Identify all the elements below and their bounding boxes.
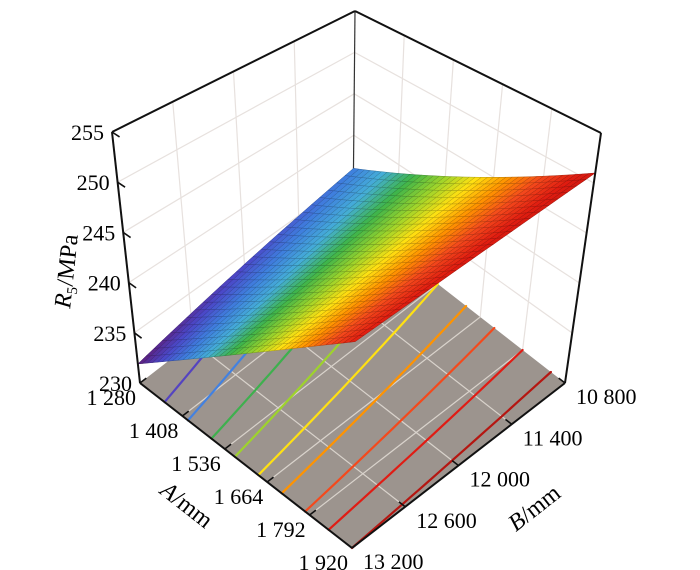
y-tick: [345, 542, 353, 549]
z-axis-line: [111, 131, 141, 384]
x-tick: [351, 542, 359, 549]
axis-ticks: [111, 131, 566, 549]
z-tick: [128, 281, 137, 289]
y-tick-label: 10 800: [576, 384, 637, 409]
contour-line-250: [350, 370, 552, 550]
surface-mesh: [137, 168, 597, 365]
floor-grid-y: [192, 341, 406, 508]
left-wall-grid-h: [122, 93, 355, 233]
x-tick: [181, 410, 190, 417]
y-tick-label: 12 600: [416, 508, 477, 533]
z-tick-label: 255: [71, 120, 104, 145]
x-tick-label: 1 408: [129, 418, 179, 443]
z-tick-label: 230: [99, 371, 132, 396]
surface-cell: [349, 334, 365, 343]
contour-line-244: [280, 304, 468, 495]
x-axis-line: [139, 382, 353, 549]
right-wall-grid-h: [354, 51, 595, 184]
y-tick-label: 12 000: [470, 467, 531, 492]
x-tick-label: 1 536: [171, 451, 221, 476]
z-axis-title: R5/MPa: [50, 233, 87, 311]
x-tick-label: 1 792: [256, 517, 306, 542]
top-left-edge: [111, 10, 356, 133]
contour-line-246: [304, 326, 496, 513]
x-tick: [224, 443, 232, 450]
right-vertical-edge: [564, 132, 602, 384]
y-tick: [558, 377, 566, 384]
contour-line-242: [257, 282, 439, 477]
y-tick-label: 13 200: [363, 549, 424, 570]
z-tick: [133, 332, 143, 339]
y-tick: [451, 459, 459, 467]
x-tick-label: 1 280: [87, 385, 137, 410]
z-tick-label: 240: [88, 271, 121, 296]
z-tick: [111, 131, 120, 138]
right-wall-grid-h: [353, 93, 587, 234]
x-tick-label: 1 664: [214, 484, 264, 509]
top-right-edge: [354, 10, 602, 134]
z-tick: [117, 181, 126, 188]
z-tick-label: 235: [93, 321, 126, 346]
z-tick-label: 245: [82, 220, 115, 245]
y-tick-label: 11 400: [523, 425, 583, 450]
x-tick: [309, 509, 317, 516]
left-wall-grid-v: [172, 101, 194, 342]
z-tick-label: 250: [77, 170, 110, 195]
tick-labels: 230 235 240 245 250 255 1 280 1 408 1 536 1 664 1 …: [71, 120, 637, 570]
left-wall-grid-h: [128, 134, 355, 284]
contour-line-248: [327, 348, 524, 531]
z-tick: [122, 231, 132, 239]
left-wall-grid-h: [117, 51, 355, 183]
x-tick: [266, 476, 275, 483]
x-tick-label: 1 920: [299, 550, 349, 570]
x-axis-title: A/mm: [154, 476, 218, 534]
z-tick: [139, 382, 148, 390]
y-tick: [398, 501, 406, 508]
y-tick: [504, 418, 513, 425]
right-wall-grid-v: [522, 108, 553, 351]
x-tick: [139, 377, 147, 384]
left-wall-grid-v: [232, 71, 248, 301]
